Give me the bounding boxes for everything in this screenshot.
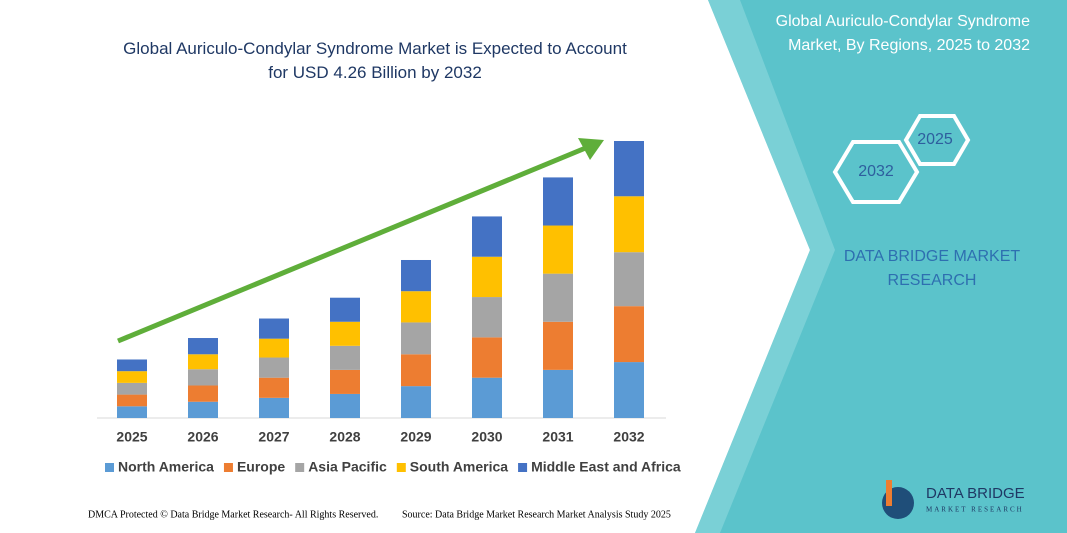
bar-segment — [614, 362, 644, 418]
bar-segment — [188, 354, 218, 370]
text-line: DATA BRIDGE MARKET — [844, 248, 1021, 265]
x-tick-label: 2030 — [471, 429, 502, 445]
chart-title: Global Auriculo-Condylar Syndrome Market… — [123, 39, 627, 82]
bar-segment — [188, 369, 218, 386]
bar-segment — [330, 297, 360, 322]
legend-swatch — [518, 463, 528, 472]
bar-segment — [614, 196, 644, 253]
bar-segment — [472, 297, 502, 338]
bar-segment — [188, 385, 218, 402]
arrow-line — [117, 144, 589, 344]
footer-right: Source: Data Bridge Market Research Mark… — [402, 509, 671, 520]
logo-mark — [886, 480, 892, 506]
panel-title: Global Auriculo-Condylar Syndrome Market,… — [776, 13, 1030, 54]
logo: DATA BRIDGE MARKET RESEARCH — [882, 480, 1025, 519]
bar-segment — [259, 338, 289, 358]
legend-label: Asia Pacific — [308, 459, 387, 475]
bar-segment — [117, 359, 147, 372]
bar-segment — [259, 397, 289, 418]
logo-tagline: MARKET RESEARCH — [926, 506, 1024, 514]
bar-segment — [543, 273, 573, 322]
bar-segment — [614, 252, 644, 307]
bar-segment — [401, 291, 431, 323]
hex-label: 2025 — [917, 131, 953, 148]
bar-segment — [543, 321, 573, 370]
bar-segment — [543, 225, 573, 274]
bar-segment — [188, 338, 218, 355]
bar-segment — [472, 337, 502, 378]
text-line: RESEARCH — [888, 272, 977, 289]
bar-segment — [401, 386, 431, 418]
bar-segment — [330, 369, 360, 394]
bar-segment — [117, 371, 147, 383]
bar-segment — [472, 216, 502, 257]
x-tick-label: 2028 — [329, 429, 360, 445]
legend-swatch — [295, 463, 305, 472]
bar-segment — [188, 401, 218, 418]
bar-segment — [330, 321, 360, 346]
x-tick-label: 2031 — [542, 429, 573, 445]
legend-label: South America — [410, 459, 508, 475]
text-line: Global Auriculo-Condylar Syndrome — [776, 13, 1030, 30]
bar-segment — [117, 394, 147, 407]
text-line: Market, By Regions, 2025 to 2032 — [788, 37, 1030, 54]
legend-label: Europe — [237, 459, 285, 475]
plot: 2025 2026 2027 2028 2029 2030 2031 2032 North Am… — [105, 141, 681, 475]
bar-segment — [117, 382, 147, 395]
hexagon — [832, 140, 920, 204]
legend-swatch — [223, 463, 233, 472]
legend-swatch — [396, 463, 406, 472]
footer-left: DMCA Protected © Data Bridge Market Rese… — [88, 509, 378, 520]
trend-arrow — [117, 138, 604, 344]
x-tick-label: 2026 — [187, 429, 218, 445]
x-tick-label: 2029 — [400, 429, 431, 445]
text-line: for USD 4.26 Billion by 2032 — [268, 63, 482, 82]
bar-segment — [472, 377, 502, 418]
legend-label: Middle East and Africa — [531, 459, 681, 475]
bar-segment — [614, 306, 644, 363]
legend-swatch — [105, 463, 114, 472]
panel-edge — [695, 0, 835, 533]
bar-segment — [543, 369, 573, 418]
hexagon — [903, 114, 971, 166]
bar-segment — [472, 256, 502, 298]
bar-segment — [543, 177, 573, 226]
bar-segment — [330, 345, 360, 370]
x-tick-label: 2032 — [613, 429, 644, 445]
brand: DATA BRIDGE MARKET RESEARCH — [844, 248, 1021, 289]
logo-name: DATA BRIDGE — [926, 485, 1025, 502]
bar-segment — [401, 259, 431, 292]
bar-segment — [401, 354, 431, 387]
x-tick-label: 2027 — [258, 429, 289, 445]
bar-segment — [259, 357, 289, 378]
legend-label: North America — [118, 459, 214, 475]
hex-label: 2032 — [858, 163, 894, 180]
bar-segment — [614, 141, 644, 197]
bar-segment — [259, 318, 289, 339]
bar-segment — [259, 377, 289, 398]
x-tick-label: 2025 — [116, 429, 147, 445]
bar-segment — [117, 406, 147, 418]
arrow-head — [578, 138, 604, 160]
text-line: Global Auriculo-Condylar Syndrome Market… — [123, 39, 627, 58]
bar-segment — [330, 393, 360, 418]
bar-segment — [401, 322, 431, 355]
